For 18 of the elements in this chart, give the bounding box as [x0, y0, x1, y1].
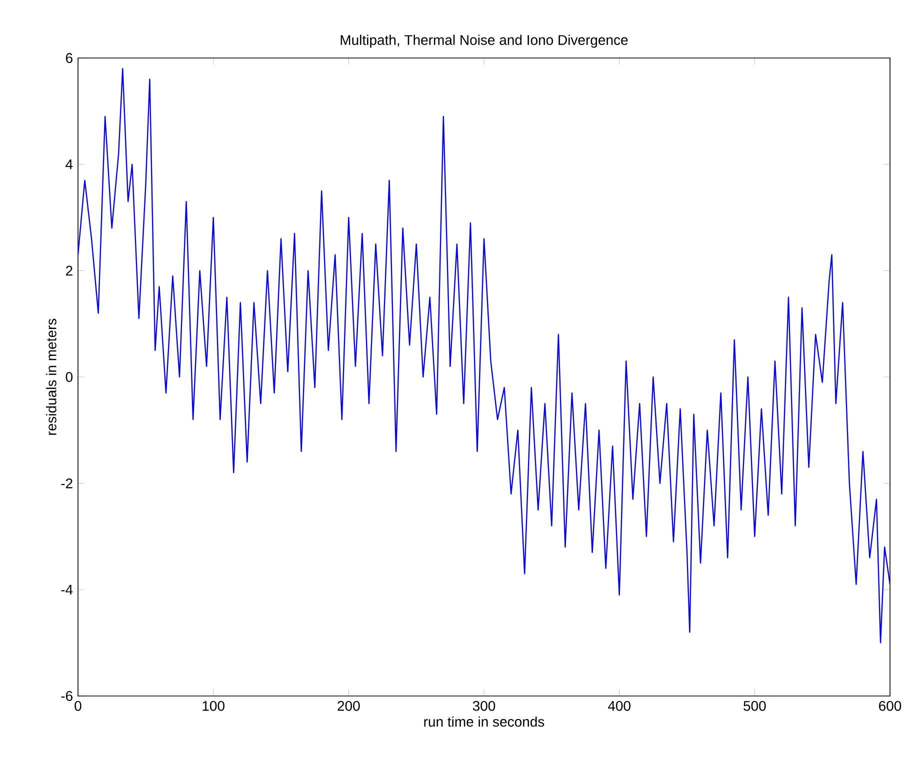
x-tick-label: 200: [338, 700, 360, 711]
line-series: [78, 68, 890, 644]
y-tick-label: 6: [66, 53, 72, 63]
y-tick-label: -6: [61, 691, 72, 701]
x-tick-label: 100: [202, 700, 224, 711]
x-tick-label: 0: [74, 700, 82, 711]
x-tick-label: 600: [879, 700, 902, 711]
chart-title: Multipath, Thermal Noise and Iono Divergence: [340, 34, 628, 48]
x-axis-title: run time in seconds: [424, 716, 544, 727]
y-tick-label: -2: [61, 478, 72, 488]
y-axis-title: residuals in meters: [46, 318, 56, 435]
y-tick-label: 4: [66, 160, 73, 170]
y-tick-label: -4: [61, 584, 73, 594]
x-tick-label: 400: [608, 700, 630, 711]
x-tick-label: 500: [744, 700, 766, 711]
y-tick-label: 0: [66, 372, 73, 382]
x-tick-label: 300: [472, 700, 496, 711]
y-tick-label: 2: [66, 266, 72, 276]
